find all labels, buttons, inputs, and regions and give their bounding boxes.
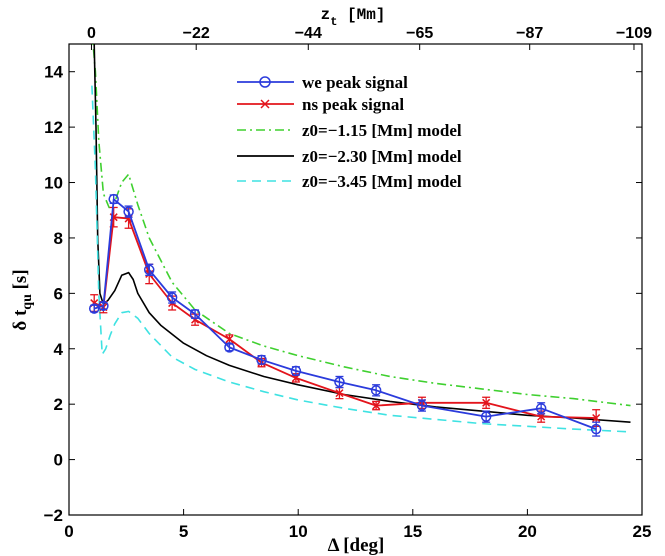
- y-tick-label: 4: [54, 340, 64, 359]
- x-axis-title: Δ [deg]: [328, 535, 385, 556]
- y-tick-label: −2: [44, 506, 63, 525]
- legend-label-z345: z0=−3.45 [Mm] model: [302, 172, 462, 191]
- y-axis-title-main: δ t: [10, 309, 31, 331]
- x-tick-label: 25: [633, 522, 652, 541]
- y-tick-label: 6: [54, 284, 63, 303]
- data-point: [256, 354, 267, 366]
- data-point: [123, 206, 134, 217]
- y-axis-title: δ tqu [s]: [10, 269, 35, 330]
- legend-entry-z115: z0=−1.15 [Mm] model: [237, 121, 462, 140]
- series-line: [93, 216, 597, 419]
- top-axis-title-sub: t: [330, 15, 337, 29]
- data-point: [535, 403, 547, 414]
- y-tick-label: 8: [54, 229, 63, 248]
- top-tick-label: −22: [183, 25, 210, 42]
- series-line: [91, 85, 631, 433]
- data-point: [224, 342, 235, 353]
- x-tick-label: 15: [403, 522, 422, 541]
- y-axis-title-sub: qu: [20, 294, 35, 310]
- data-point: [416, 400, 428, 411]
- legend-marker-we: [259, 76, 271, 88]
- top-tick-label: −44: [295, 25, 322, 42]
- legend-box: [226, 72, 528, 190]
- legend: we peak signal ns peak signal z0=−1.15 […: [226, 72, 528, 191]
- legend-label-z230: z0=−2.30 [Mm] model: [302, 147, 462, 166]
- y-tick-label: 10: [44, 174, 63, 193]
- legend-marker-ns: [260, 99, 270, 109]
- series-layer: [88, 44, 631, 437]
- data-point: [225, 335, 234, 344]
- series-0: [88, 193, 602, 437]
- y-tick-label: 2: [54, 395, 63, 414]
- data-point: [290, 365, 302, 377]
- legend-label-ns: ns peak signal: [302, 95, 404, 114]
- legend-entry-ns: ns peak signal: [237, 95, 404, 114]
- data-point: [108, 193, 119, 205]
- data-point: [370, 385, 382, 396]
- data-point: [335, 389, 344, 398]
- top-tick-label: −87: [516, 25, 543, 42]
- legend-entry-z230: z0=−2.30 [Mm] model: [237, 147, 462, 166]
- series-line: [93, 198, 597, 430]
- y-axis-title-unit: [s]: [10, 269, 31, 294]
- data-point: [143, 264, 155, 276]
- top-tick-label: 0: [87, 25, 96, 42]
- y-tick-label: 14: [44, 63, 63, 82]
- series-4: [91, 85, 631, 433]
- legend-entry-z345: z0=−3.45 [Mm] model: [237, 172, 462, 191]
- series-line: [92, 44, 631, 407]
- x-tick-label: 5: [179, 522, 188, 541]
- x-tick-label: 20: [518, 522, 537, 541]
- data-point: [189, 308, 201, 320]
- data-point: [482, 398, 491, 407]
- data-point: [88, 303, 100, 314]
- legend-entry-we: we peak signal: [237, 73, 408, 92]
- data-point: [334, 376, 345, 388]
- y-tick-label: 0: [54, 451, 63, 470]
- data-point: [372, 401, 381, 410]
- x-tick-label: 0: [64, 522, 73, 541]
- data-point: [592, 413, 601, 423]
- top-axis-title-main: z: [321, 6, 331, 24]
- top-axis-title: zt [Mm]: [321, 6, 386, 29]
- legend-label-z115: z0=−1.15 [Mm] model: [302, 121, 462, 140]
- series-2: [92, 44, 631, 407]
- top-axis-title-unit: [Mm]: [337, 6, 385, 24]
- data-point: [590, 423, 602, 435]
- legend-label-we: we peak signal: [302, 73, 408, 92]
- y-tick-label: 12: [44, 118, 63, 137]
- data-point: [166, 292, 178, 303]
- x-tick-label: 10: [289, 522, 308, 541]
- data-point: [98, 300, 109, 312]
- top-tick-label: −65: [406, 25, 433, 42]
- data-point: [480, 411, 492, 422]
- top-tick-label: −109: [616, 25, 652, 42]
